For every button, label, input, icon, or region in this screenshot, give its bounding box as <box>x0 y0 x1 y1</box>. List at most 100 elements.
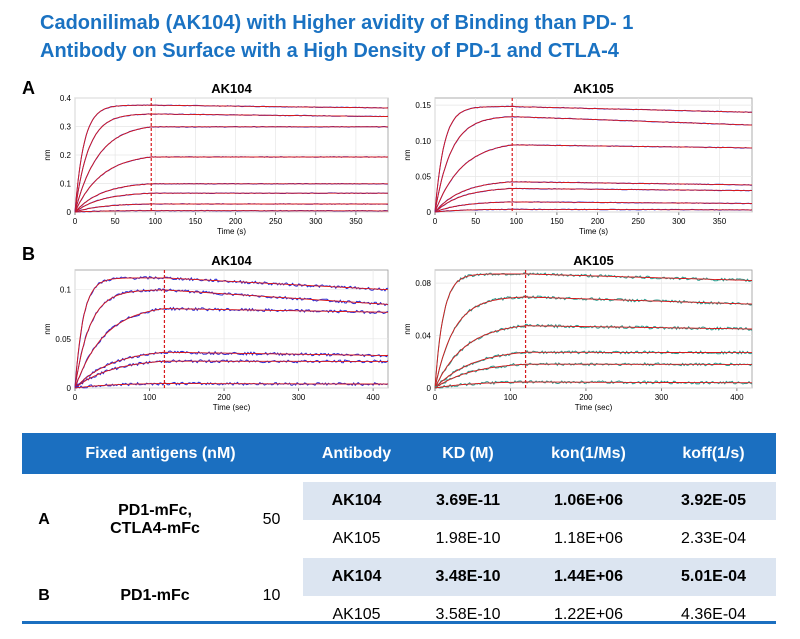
plot-frame <box>434 97 753 213</box>
kon-cell: 1.44E+06 <box>526 558 651 596</box>
x-tick-label: 100 <box>510 217 524 226</box>
series-fit-line <box>434 351 752 389</box>
x-tick-label: 300 <box>655 393 669 402</box>
x-tick-label: 350 <box>713 217 727 226</box>
series-fit-line <box>74 289 389 389</box>
header-fixed-antigens: Fixed antigens (nM) <box>22 433 299 474</box>
antigen-cell: PD1-mFc, CTLA4-mFc <box>66 482 244 558</box>
y-tick-label: 0 <box>427 384 432 393</box>
series-fit-line <box>74 156 388 213</box>
series-trace <box>74 359 389 389</box>
chart-b-ak104: AK104 0 100 200 300 400 0 0.05 0.1 Time (sec) nm <box>40 248 395 420</box>
y-tick-label: 0 <box>67 384 72 393</box>
x-tick-label: 0 <box>433 393 438 402</box>
series-fit-line <box>74 183 388 213</box>
x-tick-label: 250 <box>269 217 283 226</box>
x-tick-label: 200 <box>579 393 593 402</box>
chart-a-ak105-svg: AK105 0 50 100 150 200 250 300 350 0 0.05 0.10 0.15 T… <box>403 81 753 236</box>
series-fit-line <box>434 188 752 213</box>
chart-a-ak104-svg: AK104 0 50 100 150 200 250 300 350 0 0.1 0.2 0.3 0.4 T… <box>43 81 389 236</box>
panel-label-a: A <box>22 78 35 98</box>
chart-title: AK104 <box>211 253 252 268</box>
table-header-row: Fixed antigens (nM) Antibody KD (M) kon(… <box>22 433 776 474</box>
series-fit-line <box>74 277 389 389</box>
table-row: AK105 3.58E-10 1.22E+06 4.36E-04 <box>22 596 776 634</box>
x-tick-label: 0 <box>73 393 78 402</box>
x-tick-label: 0 <box>73 217 78 226</box>
series-fit-line <box>434 363 752 389</box>
series-fit-line <box>434 325 752 389</box>
x-tick-label: 400 <box>366 393 380 402</box>
series-fit-line <box>434 208 752 213</box>
series-fit-line <box>74 126 388 213</box>
x-tick-label: 250 <box>632 217 646 226</box>
koff-cell: 5.01E-04 <box>651 558 776 596</box>
y-tick-label: 0.04 <box>415 332 431 341</box>
series-fit-line <box>74 351 388 389</box>
y-axis-label: nm <box>403 149 412 160</box>
series-fit-line <box>74 104 388 213</box>
series-fit-line <box>434 116 753 213</box>
y-tick-label: 0.3 <box>60 123 72 132</box>
x-tick-label: 400 <box>730 393 744 402</box>
x-tick-label: 100 <box>504 393 518 402</box>
x-tick-label: 200 <box>229 217 243 226</box>
series-fit-line <box>74 192 388 213</box>
chart-title: AK104 <box>211 82 252 96</box>
x-tick-label: 350 <box>349 217 363 226</box>
panel-label-b: B <box>22 244 35 264</box>
y-tick-label: 0.2 <box>60 151 72 160</box>
x-tick-label: 0 <box>433 217 438 226</box>
x-tick-label: 50 <box>471 217 480 226</box>
series-fit-line <box>434 181 752 213</box>
plot-frame <box>74 269 389 389</box>
series-fit-line <box>74 203 388 213</box>
series-fit-line <box>74 308 388 389</box>
y-tick-label: 0 <box>427 208 432 217</box>
x-tick-label: 150 <box>550 217 564 226</box>
header-antibody: Antibody <box>303 433 410 474</box>
header-gap <box>299 433 303 474</box>
x-axis-label: Time (s) <box>217 227 246 236</box>
x-tick-label: 150 <box>189 217 203 226</box>
kon-cell: 1.22E+06 <box>554 606 623 623</box>
kd-cell: 3.58E-10 <box>435 606 501 623</box>
series-fit-line <box>74 383 388 389</box>
antibody-cell: AK104 <box>303 558 410 596</box>
series-fit-line <box>434 296 753 389</box>
x-axis-label: Time (s) <box>579 227 608 236</box>
series-fit-line <box>434 144 752 213</box>
group-label: A <box>38 511 50 528</box>
y-tick-label: 0.08 <box>415 279 431 288</box>
concentration: 10 <box>262 587 281 604</box>
series-trace <box>434 295 753 388</box>
x-tick-label: 300 <box>309 217 323 226</box>
antigen-line2: CTLA4-mFc <box>110 520 200 537</box>
x-tick-label: 100 <box>143 393 157 402</box>
y-tick-label: 0.15 <box>415 101 431 110</box>
chart-a-ak104: AK104 0 50 100 150 200 250 300 350 0 0.1 0.2 0.3 0.4 T… <box>40 81 395 250</box>
x-tick-label: 200 <box>217 393 231 402</box>
antigen-cell: PD1-mFc <box>120 587 190 604</box>
y-tick-label: 0.1 <box>60 180 72 189</box>
antigen-line1: PD1-mFc, <box>118 502 192 519</box>
table-bottom-rule <box>22 621 776 624</box>
header-kon: kon(1/Ms) <box>526 433 651 474</box>
kd-cell: 3.48E-10 <box>410 558 526 596</box>
chart-b-ak105-svg: AK105 0 100 200 300 400 0 0.04 0.08 Time (sec) nm <box>403 253 753 412</box>
kd-cell: 3.69E-11 <box>410 482 526 520</box>
antibody-cell: AK105 <box>332 530 381 547</box>
series-fit-line <box>434 106 752 213</box>
series-fit-line <box>434 381 752 389</box>
y-tick-label: 0.4 <box>60 94 72 103</box>
x-axis-label: Time (sec) <box>213 403 251 412</box>
x-tick-label: 200 <box>591 217 605 226</box>
chart-title: AK105 <box>573 82 613 96</box>
antibody-cell: AK105 <box>332 606 381 623</box>
plot-frame <box>434 269 753 389</box>
y-axis-label: nm <box>43 323 52 334</box>
page-title-line2: Antibody on Surface with a High Density … <box>40 40 619 62</box>
x-tick-label: 300 <box>672 217 686 226</box>
koff-cell: 2.33E-04 <box>681 530 746 547</box>
x-tick-label: 100 <box>149 217 163 226</box>
